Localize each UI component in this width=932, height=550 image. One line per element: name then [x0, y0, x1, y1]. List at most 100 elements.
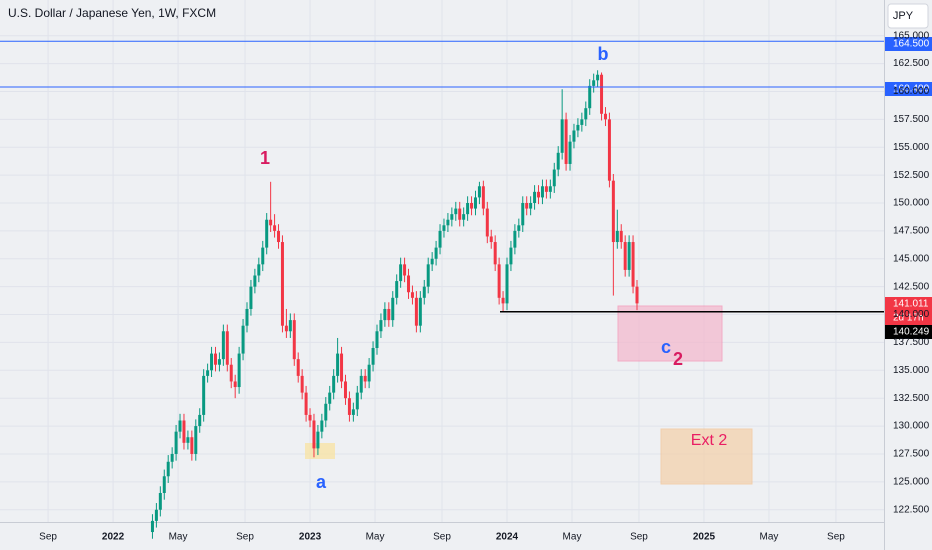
candle-body [241, 325, 245, 354]
candle-body [363, 375, 367, 382]
candle-body [277, 230, 281, 243]
y-tick-label: 127.500 [893, 449, 930, 460]
candle-body [600, 74, 604, 114]
level-tag-label: 164.500 [893, 39, 930, 50]
candle-body [623, 242, 627, 270]
candle-body [253, 275, 257, 287]
x-tick-label: 2022 [102, 532, 125, 543]
wave-label: a [316, 472, 327, 492]
candle-body [418, 297, 422, 326]
y-tick-label: 140.000 [893, 309, 930, 320]
countdown-label: 2d 17h [893, 313, 924, 324]
candle-body [525, 203, 529, 209]
y-tick-label: 150.000 [893, 198, 930, 209]
candle-body [615, 230, 619, 243]
candle-body [399, 264, 403, 282]
candle-body [213, 353, 217, 365]
candle-body [631, 242, 635, 287]
candle-body [540, 186, 544, 198]
wave-label: 1 [260, 148, 270, 168]
wave-label: 2 [673, 349, 683, 369]
x-tick-label: 2024 [496, 532, 519, 543]
candle-body [403, 264, 407, 276]
candle-body [596, 74, 600, 81]
grid [0, 0, 884, 522]
candle-body [517, 225, 521, 231]
y-tick-label: 145.000 [893, 253, 930, 264]
candle-body [347, 398, 351, 415]
candle-body [233, 381, 237, 388]
candle-body [210, 353, 214, 371]
y-tick-label: 132.500 [893, 393, 930, 404]
candle-body [603, 113, 607, 120]
candle-body [481, 186, 485, 209]
candle-body [588, 85, 592, 109]
candle-body [229, 364, 233, 382]
candle-body [442, 225, 446, 231]
candle-body [162, 476, 166, 493]
candle-body [355, 392, 359, 410]
level-tag [885, 82, 932, 96]
candle-body [572, 130, 576, 142]
y-tick-label: 162.500 [893, 58, 930, 69]
candle-body [288, 320, 292, 332]
candle-body [280, 242, 284, 326]
candle-body [548, 186, 552, 192]
candle-body [501, 297, 505, 304]
candle-body [473, 197, 477, 209]
y-tick-label: 147.500 [893, 226, 930, 237]
candle-body [320, 420, 324, 432]
candle-body [190, 437, 194, 454]
candle-body [351, 409, 355, 415]
y-tick-label: 142.500 [893, 281, 930, 292]
candle-body [568, 141, 572, 164]
level-tag [885, 325, 932, 339]
last-price-label: 141.011 [893, 299, 929, 310]
y-tick-label: 165.000 [893, 30, 930, 41]
x-tick-label: 2025 [693, 532, 716, 543]
candle-body [336, 353, 340, 376]
y-tick-label: 155.000 [893, 142, 930, 153]
candle-body [607, 119, 611, 181]
candle-body [513, 230, 517, 248]
candle-body [544, 186, 548, 192]
candle-body [284, 325, 288, 332]
candle-body [391, 297, 395, 321]
candle-body [462, 214, 466, 220]
x-tick-label: Sep [433, 532, 451, 543]
candle-body [466, 203, 470, 215]
candle-body [198, 414, 202, 427]
candle-body [328, 392, 332, 404]
level-tag [885, 37, 932, 51]
candle-body [537, 191, 541, 198]
candle-body [332, 375, 336, 393]
candle-body [450, 214, 454, 220]
candle-body [237, 353, 241, 388]
candle-body [422, 286, 426, 298]
currency-button[interactable] [887, 3, 929, 29]
candle-body [202, 375, 206, 415]
candle-body [343, 381, 347, 399]
x-tick-label: May [169, 532, 188, 543]
y-tick-label: 125.000 [893, 476, 930, 487]
candle-body [470, 203, 474, 209]
x-tick-label: Sep [630, 532, 648, 543]
candle-body [446, 219, 450, 226]
candle-body [170, 453, 174, 462]
y-tick-label: 157.500 [893, 114, 930, 125]
chart-title: U.S. Dollar / Japanese Yen, 1W, FXCM [8, 6, 216, 20]
wave-label: c [661, 337, 671, 357]
candle-body [367, 364, 371, 382]
candle-body [375, 331, 379, 348]
extension-zone [660, 428, 753, 485]
candle-body [249, 286, 253, 309]
candle-body [410, 292, 414, 298]
candle-body [584, 108, 588, 120]
y-tick-label: 135.000 [893, 365, 930, 376]
x-tick-label: May [563, 532, 582, 543]
level-tag-label: 160.400 [893, 84, 930, 95]
candle-body [217, 359, 221, 365]
candle-body [296, 359, 300, 376]
candle-body [619, 230, 623, 243]
